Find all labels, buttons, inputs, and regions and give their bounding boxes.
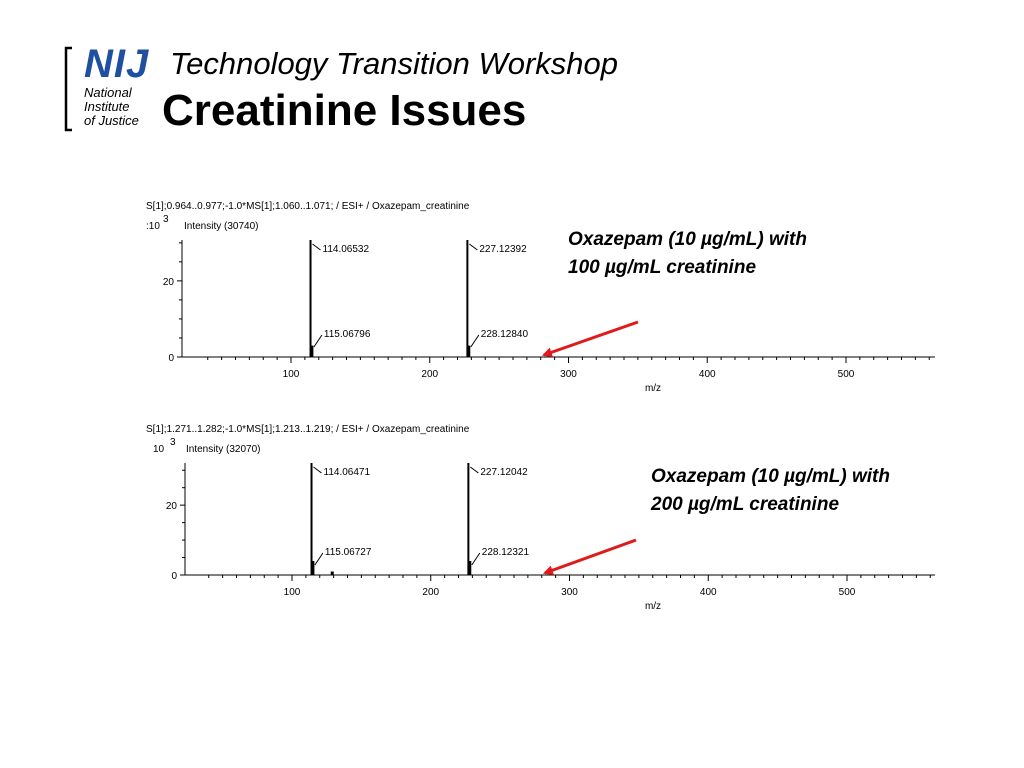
panel-2-annotation-arrow bbox=[542, 538, 637, 575]
annotation-bottom-line-1: Oxazepam (10 µg/mL) with bbox=[651, 466, 890, 487]
panel-1-x-tick-label: 100 bbox=[283, 369, 300, 380]
panel-1-peak-leader bbox=[470, 334, 480, 348]
annotation-top-line-2: 100 µg/mL creatinine bbox=[568, 257, 757, 278]
panel-1-peak-leader bbox=[313, 334, 323, 348]
panel-2-x-tick-label: 100 bbox=[284, 587, 301, 598]
panel-2-x-tick-label: 500 bbox=[839, 587, 856, 598]
panel-2-peak-leader bbox=[471, 552, 481, 566]
logo-bracket bbox=[64, 46, 72, 132]
panel-2-scale-exponent: 3 bbox=[170, 437, 176, 448]
panel-2-peak-leader bbox=[314, 552, 324, 566]
panel-2-scale-prefix: 10 bbox=[153, 444, 165, 455]
panel-1-peak-label: 114.06532 bbox=[323, 244, 370, 255]
panel-1-peak-label: 227.12392 bbox=[479, 244, 527, 255]
panel-1-peak-label: 228.12840 bbox=[481, 329, 529, 340]
panel-2-peak-label: 114.06471 bbox=[324, 467, 371, 478]
panel-1-annotation-arrow bbox=[541, 320, 639, 358]
nij-logo: NIJ National Institute of Justice bbox=[62, 42, 158, 134]
annotation-top: Oxazepam (10 µg/mL) with 100 µg/mL creat… bbox=[568, 226, 807, 282]
panel-1-x-tick-label: 500 bbox=[838, 369, 855, 380]
panel-2-title: S[1];1.271..1.282;-1.0*MS[1];1.213..1.21… bbox=[146, 424, 470, 435]
annotation-top-line-1: Oxazepam (10 µg/mL) with bbox=[568, 229, 807, 250]
logo-subtext: National Institute of Justice bbox=[84, 86, 139, 128]
panel-1-x-label: m/z bbox=[645, 383, 661, 394]
panel-2-peak-label: 115.06727 bbox=[325, 547, 372, 558]
annotation-bottom: Oxazepam (10 µg/mL) with 200 µg/mL creat… bbox=[651, 463, 890, 519]
panel-1-y-label: Intensity (30740) bbox=[184, 221, 259, 232]
panel-2-x-tick-label: 200 bbox=[422, 587, 439, 598]
panel-1-peak-leader bbox=[469, 243, 478, 251]
logo-line-1: National bbox=[84, 85, 132, 100]
panel-2-y-label: Intensity (32070) bbox=[186, 444, 261, 455]
logo-line-3: of Justice bbox=[84, 113, 139, 128]
panel-1-x-tick-label: 400 bbox=[699, 369, 716, 380]
slide-subtitle: Technology Transition Workshop bbox=[170, 46, 619, 81]
panel-1-y-tick-label: 0 bbox=[168, 353, 174, 364]
panel-2-peak-label: 227.12042 bbox=[480, 467, 528, 478]
panel-2-y-tick-label: 20 bbox=[166, 501, 178, 512]
slide-title: Creatinine Issues bbox=[162, 86, 527, 135]
panel-2-peak-label: 228.12321 bbox=[482, 547, 530, 558]
panel-2-peak-leader bbox=[313, 466, 322, 474]
panel-1-peak-label: 115.06796 bbox=[324, 329, 371, 340]
annotation-bottom-line-2: 200 µg/mL creatinine bbox=[651, 494, 840, 515]
panel-1-y-tick-label: 20 bbox=[163, 277, 175, 288]
logo-text: NIJ bbox=[84, 42, 150, 86]
panel-1-scale-exponent: 3 bbox=[163, 214, 169, 225]
panel-1-peak-leader bbox=[312, 243, 321, 251]
panel-2-x-tick-label: 300 bbox=[561, 587, 578, 598]
logo-line-2: Institute bbox=[84, 99, 130, 114]
panel-2-x-tick-label: 400 bbox=[700, 587, 717, 598]
panel-2-x-label: m/z bbox=[645, 601, 661, 612]
panel-1-title: S[1];0.964..0.977;-1.0*MS[1];1.060..1.07… bbox=[146, 201, 470, 212]
panel-1-x-tick-label: 300 bbox=[560, 369, 577, 380]
panel-2-peak-leader bbox=[470, 466, 479, 474]
panel-1-x-tick-label: 200 bbox=[421, 369, 438, 380]
panel-1-scale-prefix: :10 bbox=[146, 221, 160, 232]
panel-2-y-tick-label: 0 bbox=[171, 571, 177, 582]
